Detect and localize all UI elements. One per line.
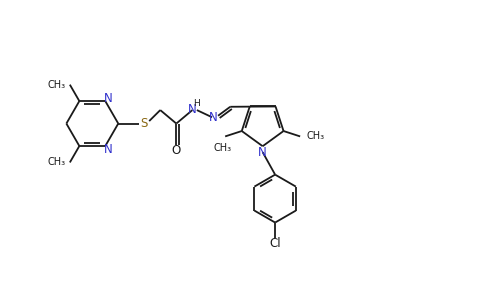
Text: CH₃: CH₃ xyxy=(48,157,66,167)
Text: N: N xyxy=(209,111,218,124)
Text: CH₃: CH₃ xyxy=(214,143,232,153)
Text: S: S xyxy=(141,117,148,130)
Text: Cl: Cl xyxy=(269,237,281,250)
Text: N: N xyxy=(258,146,267,159)
Text: CH₃: CH₃ xyxy=(48,80,66,90)
Text: CH₃: CH₃ xyxy=(306,131,324,141)
Text: N: N xyxy=(104,143,113,156)
Text: O: O xyxy=(172,144,181,158)
Text: H: H xyxy=(193,98,200,108)
Text: N: N xyxy=(104,92,113,104)
Text: N: N xyxy=(188,103,197,116)
